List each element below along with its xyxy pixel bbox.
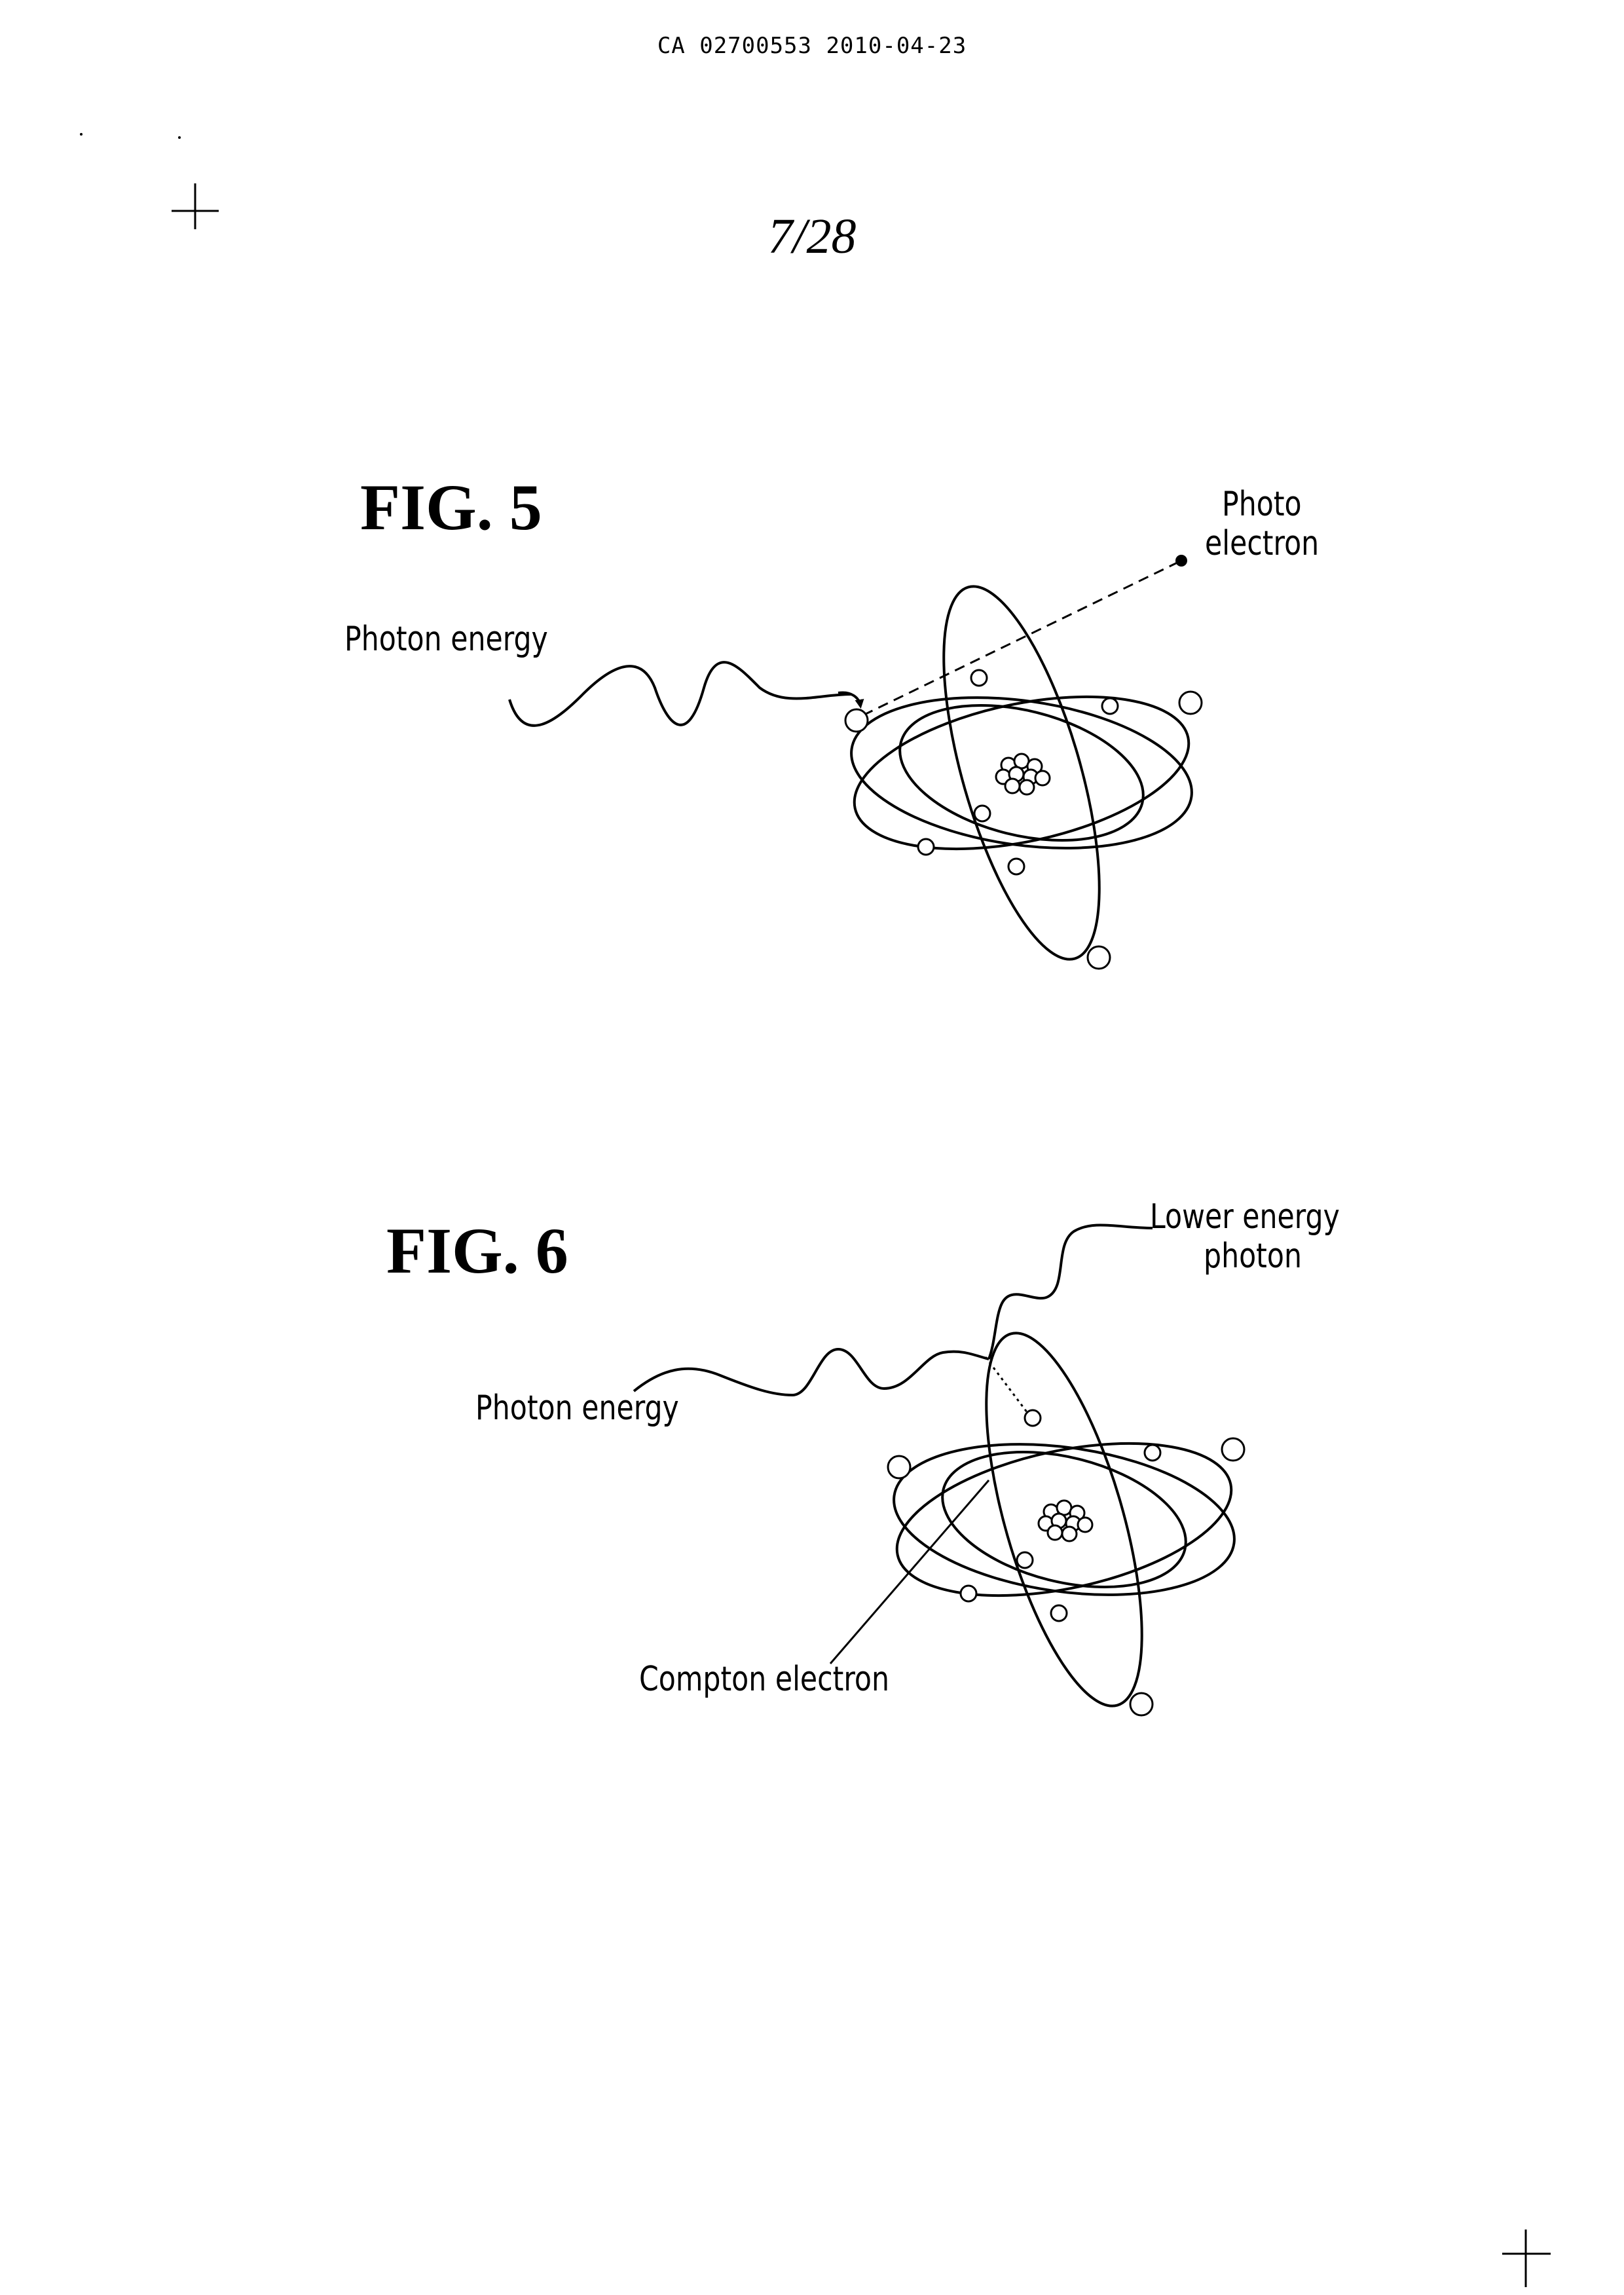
fig5-label-photo: Photo	[1222, 486, 1302, 523]
registration-mark-top-left	[172, 183, 219, 229]
fig6-diagram	[634, 1225, 1245, 1721]
fig6-scattered-photon-wave	[989, 1225, 1153, 1359]
fig5-title: FIG. 5	[360, 475, 542, 540]
fig6-electron-struck	[1025, 1410, 1041, 1426]
fig5-electron-hit	[845, 709, 868, 732]
fig5-atom	[841, 571, 1202, 975]
registration-mark-bottom-right	[1502, 2230, 1551, 2287]
fig5-photo-electron-dot	[1175, 555, 1187, 567]
fig5-label-electron: electron	[1205, 525, 1319, 563]
fig6-dotted-trajectory	[986, 1357, 1031, 1418]
fig5-nucleus	[996, 754, 1050, 794]
fig5-dashed-trajectory	[863, 561, 1181, 715]
fig6-nucleus	[1039, 1501, 1092, 1541]
fig5-photon-wave	[509, 662, 851, 726]
fig6-title: FIG. 6	[386, 1218, 568, 1284]
fig6-label-compton-electron: Compton electron	[639, 1661, 889, 1698]
fig6-photon-wave	[634, 1349, 989, 1395]
fig6-atom	[883, 1318, 1245, 1722]
fig6-label-lower-energy: Lower energy	[1150, 1199, 1340, 1236]
fig5-diagram	[509, 555, 1202, 975]
fig5-label-photon-energy: Photon energy	[344, 621, 548, 658]
fig6-label-photon-energy: Photon energy	[475, 1390, 679, 1427]
fig6-label-photon: photon	[1204, 1238, 1302, 1275]
